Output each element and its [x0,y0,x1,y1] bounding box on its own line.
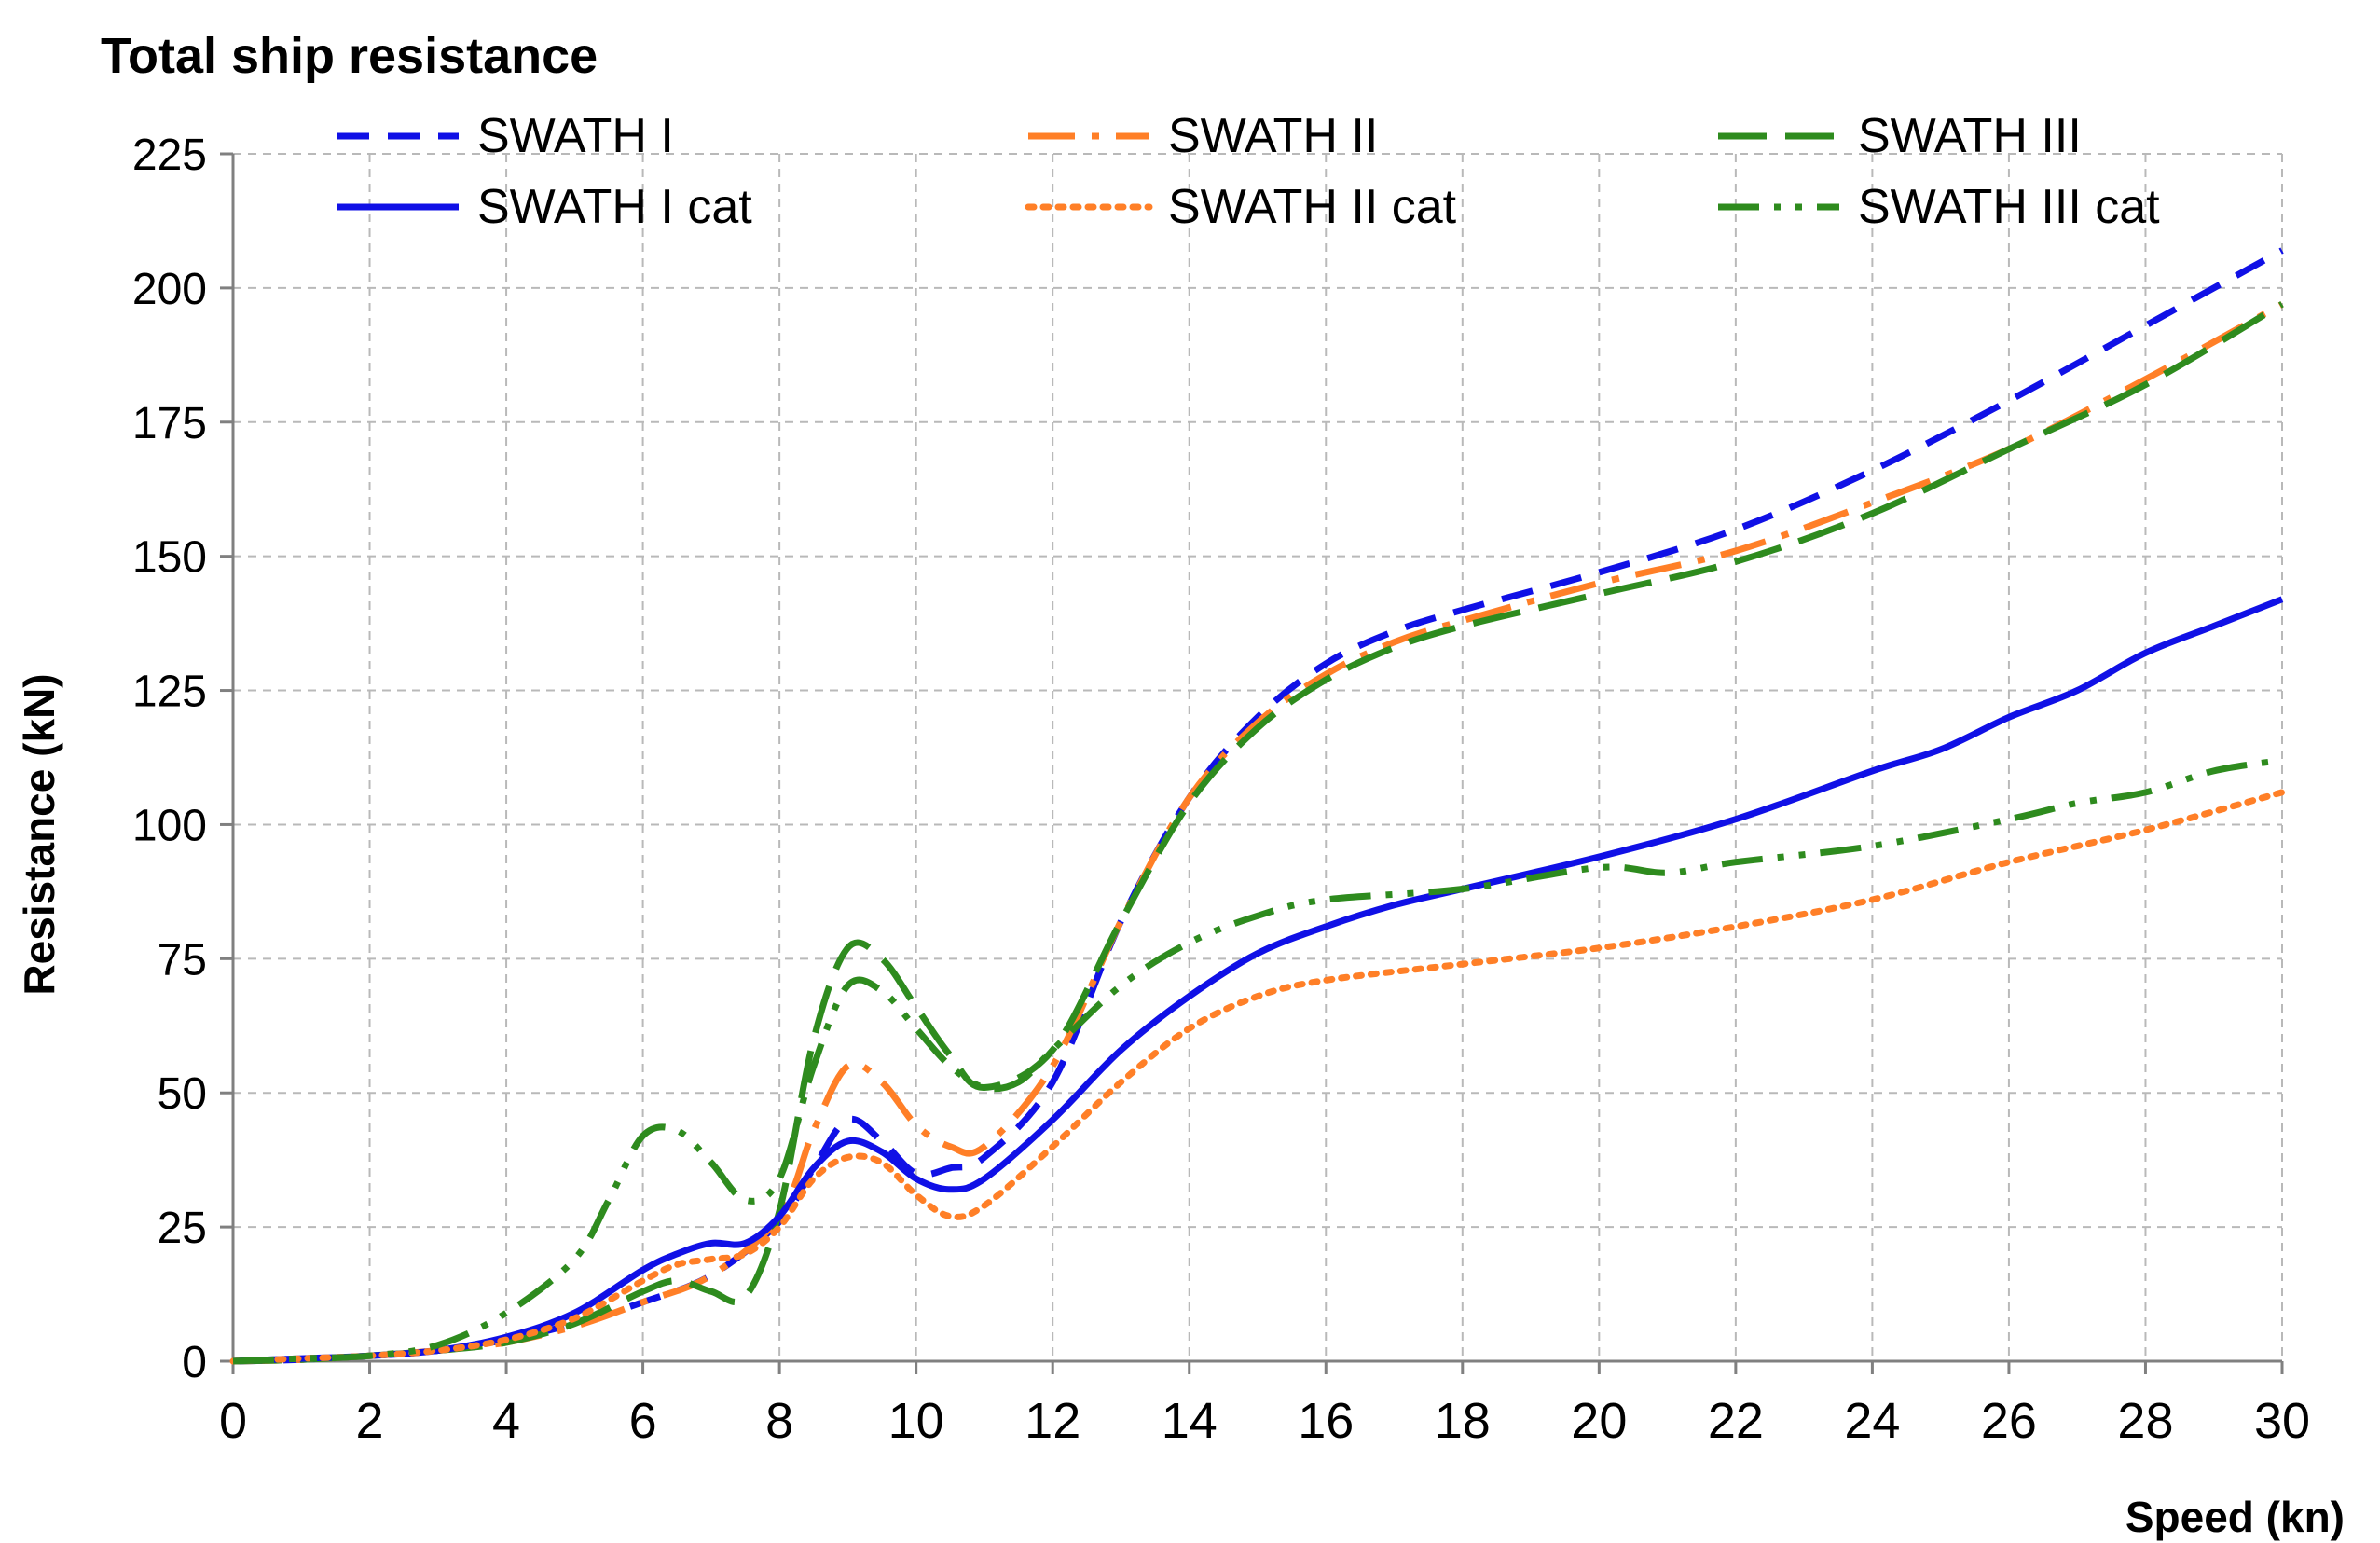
legend-label-swath-ii: SWATH II [1168,109,1378,163]
y-tick-label: 100 [132,801,207,850]
y-tick-label: 225 [132,131,207,180]
y-tick-label: 175 [132,399,207,448]
series-line-swath-iii-cat [232,756,2283,1365]
x-tick-label: 6 [629,1393,657,1449]
x-tick-label: 24 [1844,1393,1900,1449]
y-tick-label: 125 [132,668,207,717]
x-tick-label: 20 [1571,1393,1627,1449]
axes [220,152,2284,1374]
x-tick-label: 14 [1162,1393,1218,1449]
x-axis-title: Speed (kn) [2125,1493,2345,1541]
x-tick-label: 2 [356,1393,384,1449]
y-tick-label: 0 [182,1338,207,1387]
y-tick-label: 25 [158,1204,207,1253]
legend-label-swath-iii: SWATH III [1858,109,2082,163]
y-axis-title: Resistance (kN) [15,673,63,995]
y-tick-label: 200 [132,265,207,314]
legend-label-swath-ii-cat: SWATH II cat [1168,180,1457,234]
legend: SWATH I SWATH II SWATH III SWATH I cat SWATH… [337,109,2160,234]
legend-label-swath-i: SWATH I [477,109,674,163]
x-tick-label: 18 [1435,1393,1491,1449]
series-line-swath-ii [232,301,2284,1365]
data-series [229,247,2286,1365]
x-tick-label: 30 [2254,1393,2310,1449]
x-tick-label: 12 [1025,1393,1080,1449]
chart-title: Total ship resistance [101,28,598,84]
y-tick-label: 75 [158,935,207,985]
y-tick-label: 50 [158,1069,207,1119]
legend-label-swath-i-cat: SWATH I cat [477,180,752,234]
legend-label-swath-iii-cat: SWATH III cat [1858,180,2160,234]
x-tick-label: 22 [1708,1393,1764,1449]
gridlines [233,153,2283,1361]
series-line-swath-ii-cat [229,789,2286,1365]
x-tick-label: 16 [1298,1393,1354,1449]
x-tick-label: 26 [1981,1393,2037,1449]
x-tick-label: 28 [2117,1393,2173,1449]
series-line-swath-i-cat [232,596,2284,1365]
y-tick-label: 150 [132,533,207,583]
series-line-swath-i [232,247,2284,1365]
x-tick-label: 4 [492,1393,520,1449]
x-tick-label: 8 [765,1393,793,1449]
series-line-swath-iii [232,301,2284,1365]
x-tick-label: 10 [888,1393,944,1449]
x-tick-label: 0 [219,1393,247,1449]
